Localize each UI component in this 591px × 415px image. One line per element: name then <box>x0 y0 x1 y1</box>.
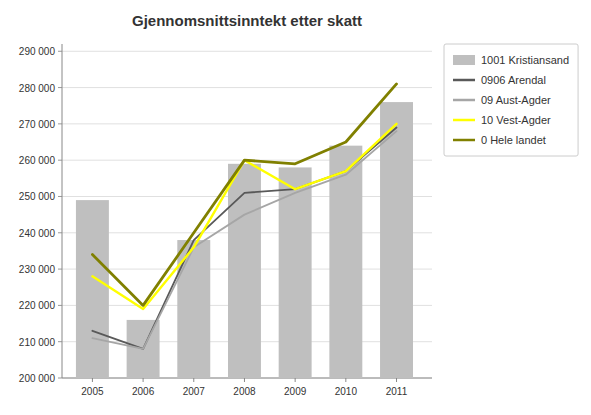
legend-label: 0906 Arendal <box>481 74 546 86</box>
x-tick <box>244 378 245 382</box>
y-tick-label: 290 000 <box>19 46 56 57</box>
y-tick <box>58 269 62 270</box>
bar <box>76 200 109 378</box>
y-tick <box>58 87 62 88</box>
chart: Gjennomsnittsinntekt etter skatt200 0002… <box>0 0 591 415</box>
legend-label: 1001 Kristiansand <box>481 54 569 66</box>
legend-swatch <box>453 139 475 142</box>
x-tick <box>345 378 346 382</box>
y-tick-label: 250 000 <box>19 191 56 202</box>
x-tick-label: 2007 <box>183 386 206 397</box>
y-axis-line <box>62 44 63 378</box>
y-tick-label: 270 000 <box>19 119 56 130</box>
x-tick <box>295 378 296 382</box>
x-tick <box>396 378 397 382</box>
y-tick-label: 280 000 <box>19 83 56 94</box>
legend-label: 10 Vest-Agder <box>481 114 551 126</box>
x-tick-label: 2011 <box>386 386 408 397</box>
y-tick-label: 220 000 <box>19 300 56 311</box>
x-tick <box>92 378 93 382</box>
legend-swatch <box>453 119 475 122</box>
bar <box>380 102 413 378</box>
y-tick <box>58 341 62 342</box>
y-tick-label: 200 000 <box>19 373 56 384</box>
grid-line <box>62 87 432 88</box>
marks <box>76 84 413 378</box>
y-tick <box>58 123 62 124</box>
x-tick-label: 2008 <box>233 386 256 397</box>
y-tick-label: 260 000 <box>19 155 56 166</box>
axes: 200 000 210 000 220 000 230 000 240 000 250 0… <box>19 44 432 397</box>
legend: 1001 Kristiansand 0906 Arendal 09 Aust-Agd… <box>444 44 578 156</box>
y-tick <box>58 51 62 52</box>
x-tick-label: 2010 <box>335 386 358 397</box>
y-tick-label: 210 000 <box>19 337 56 348</box>
legend-swatch <box>453 55 475 65</box>
y-tick <box>58 160 62 161</box>
x-tick <box>143 378 144 382</box>
x-tick-label: 2005 <box>81 386 104 397</box>
line <box>92 131 396 349</box>
bar <box>279 167 312 378</box>
y-tick <box>58 196 62 197</box>
legend-swatch <box>453 79 475 82</box>
y-tick <box>58 305 62 306</box>
x-tick <box>193 378 194 382</box>
title: Gjennomsnittsinntekt etter skatt <box>132 12 362 29</box>
grid-line <box>62 123 432 124</box>
line <box>92 84 396 305</box>
y-tick-label: 240 000 <box>19 228 56 239</box>
x-tick-label: 2006 <box>132 386 155 397</box>
legend-frame <box>444 44 578 156</box>
x-tick-label: 2009 <box>284 386 307 397</box>
line <box>92 124 396 309</box>
y-tick-label: 230 000 <box>19 264 56 275</box>
bar <box>329 146 362 378</box>
legend-label: 09 Aust-Agder <box>481 94 551 106</box>
y-tick <box>58 232 62 233</box>
grid <box>62 51 432 378</box>
legend-swatch <box>453 99 475 102</box>
bar <box>228 164 261 378</box>
grid-line <box>62 51 432 52</box>
y-tick <box>58 378 62 379</box>
legend-label: 0 Hele landet <box>481 134 546 146</box>
